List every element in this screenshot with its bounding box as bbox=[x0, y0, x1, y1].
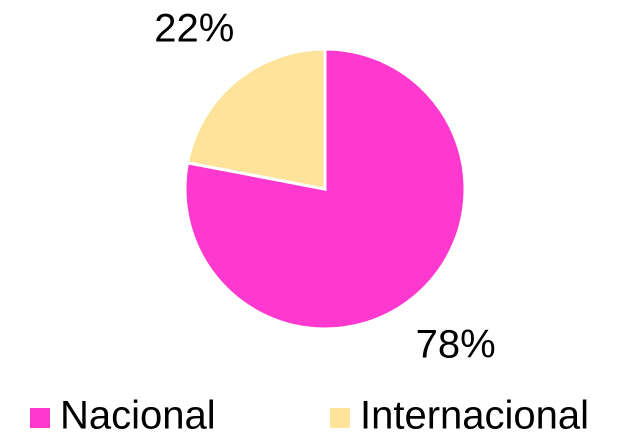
data-label: 78% bbox=[416, 323, 496, 367]
pie-slice bbox=[185, 47, 327, 191]
legend-label: Internacional bbox=[360, 394, 589, 438]
legend-swatch bbox=[30, 408, 50, 428]
data-label: 22% bbox=[154, 7, 234, 51]
legend-label: Nacional bbox=[60, 394, 216, 438]
legend-swatch bbox=[330, 408, 350, 428]
